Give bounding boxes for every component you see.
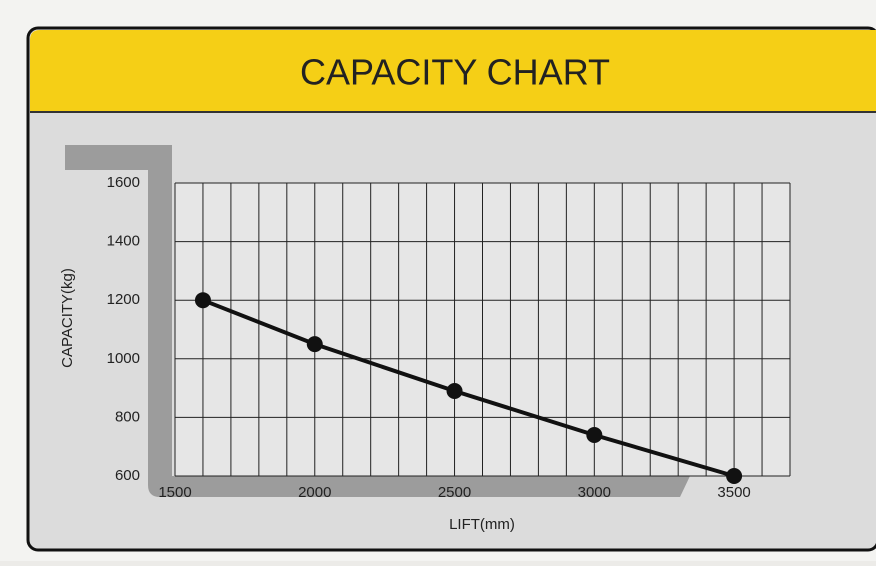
x-tick-label: 2500: [438, 484, 471, 501]
y-tick-label: 800: [115, 408, 140, 425]
data-point: [586, 427, 602, 443]
data-point: [447, 383, 463, 399]
data-point: [726, 468, 742, 484]
x-tick-label: 1500: [158, 484, 191, 501]
chart-title: CAPACITY CHART: [300, 52, 610, 93]
y-tick-label: 1600: [107, 174, 140, 191]
y-tick-label: 1400: [107, 233, 140, 250]
y-tick-label: 1200: [107, 291, 140, 308]
x-tick-label: 2000: [298, 484, 331, 501]
x-tick-label: 3500: [717, 484, 750, 501]
page: CAPACITY CHART CAPACITY(kg) LIFT(mm) 600…: [0, 0, 876, 561]
x-tick-label: 3000: [578, 484, 611, 501]
y-axis-label: CAPACITY(kg): [59, 268, 76, 368]
y-tick-label: 600: [115, 467, 140, 484]
y-tick-label: 1000: [107, 350, 140, 367]
x-axis-label: LIFT(mm): [449, 516, 515, 533]
data-point: [307, 336, 323, 352]
chart: CAPACITY CHART CAPACITY(kg) LIFT(mm) 600…: [0, 0, 876, 561]
data-point: [195, 292, 211, 308]
